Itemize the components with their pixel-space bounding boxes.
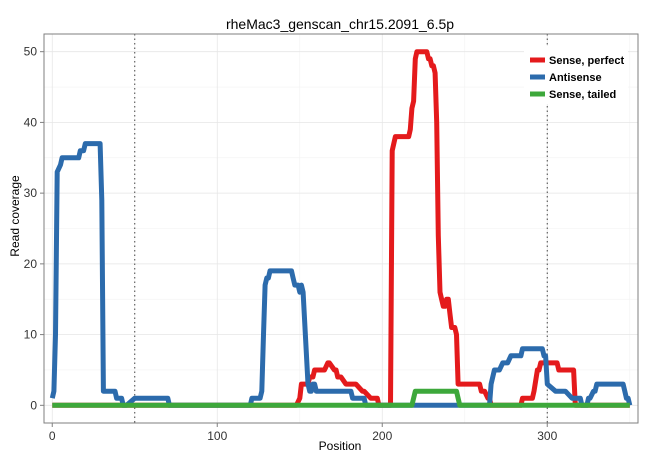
x-tick-label: 0 [49, 429, 56, 443]
x-tick-label: 200 [372, 429, 392, 443]
x-tick-label: 300 [537, 429, 557, 443]
y-tick-label: 0 [30, 398, 37, 412]
legend: Sense, perfect Antisense Sense, tailed [524, 46, 628, 104]
legend-label: Sense, tailed [549, 89, 616, 101]
series-line-3 [52, 388, 630, 408]
y-tick-label: 10 [24, 328, 38, 342]
x-axis-title: Position [319, 439, 362, 453]
y-tick-label: 30 [24, 186, 38, 200]
legend-label: Antisense [549, 72, 602, 84]
axis-ticks: 0 100 200 300 0 10 20 30 40 50 [24, 45, 558, 443]
series-line-2 [49, 141, 633, 408]
y-tick-label: 40 [24, 115, 38, 129]
legend-label: Sense, perfect [549, 55, 625, 67]
series-lines [49, 49, 633, 408]
x-tick-label: 100 [207, 429, 227, 443]
y-tick-label: 20 [24, 257, 38, 271]
y-axis-title: Read coverage [8, 175, 22, 257]
series-line-1 [52, 49, 630, 408]
plot-panel-border [43, 33, 639, 424]
y-tick-label: 50 [24, 45, 38, 59]
chart-title: rheMac3_genscan_chr15.2091_6.5p [226, 16, 454, 32]
